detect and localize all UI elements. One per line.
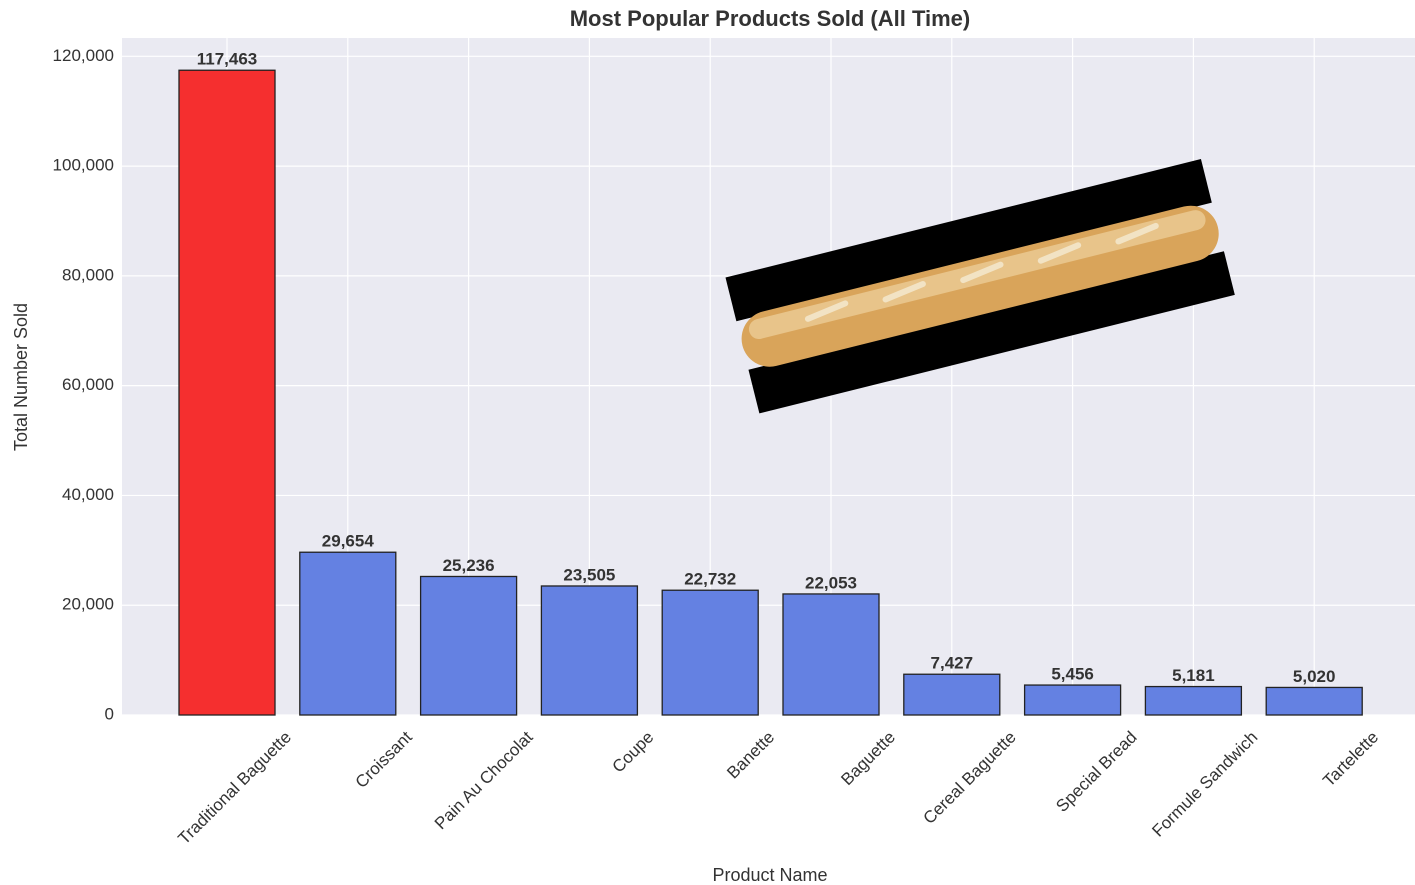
value-label: 25,236	[443, 556, 495, 575]
value-label: 29,654	[322, 532, 375, 551]
y-tick-label: 100,000	[53, 156, 114, 175]
bar	[1144, 685, 1243, 716]
y-tick-label: 40,000	[62, 485, 114, 504]
value-label: 22,732	[684, 570, 736, 589]
value-label: 5,181	[1172, 666, 1215, 685]
image-strip	[748, 251, 1235, 414]
value-label: 117,463	[197, 50, 258, 69]
bar	[661, 589, 759, 716]
bar	[299, 551, 397, 716]
x-axis-label: Product Name	[712, 865, 827, 885]
x-tick-label: Croissant	[352, 727, 416, 791]
value-label: 22,053	[805, 573, 857, 592]
x-tick-label: Baguette	[837, 728, 899, 790]
y-tick-label: 60,000	[62, 375, 114, 394]
x-tick-label: Traditional Baguette	[174, 728, 295, 849]
value-label: 7,427	[931, 654, 974, 673]
x-tick-label: Coupe	[609, 728, 658, 777]
image-strip	[725, 159, 1212, 322]
value-label: 5,456	[1051, 665, 1094, 684]
y-tick-label: 80,000	[62, 265, 114, 284]
x-tick-label: Banette	[723, 728, 778, 783]
x-tick-label: Tartelette	[1319, 728, 1382, 791]
x-tick-label: Special Bread	[1052, 728, 1140, 816]
y-tick-label: 120,000	[53, 46, 114, 65]
bar	[1265, 686, 1363, 716]
bar	[419, 575, 518, 716]
y-tick-label: 0	[105, 704, 114, 723]
x-tick-label: Formule Sandwich	[1148, 728, 1261, 841]
bar	[1023, 684, 1122, 716]
value-label: 23,505	[563, 565, 615, 584]
x-tick-label: Pain Au Chocolat	[431, 727, 537, 833]
bar	[178, 69, 276, 716]
chart-title: Most Popular Products Sold (All Time)	[570, 6, 971, 31]
bar	[782, 593, 880, 716]
y-axis-label: Total Number Sold	[11, 303, 31, 451]
baguette-scores	[804, 222, 1159, 322]
value-label: 5,020	[1293, 667, 1336, 686]
bar	[540, 585, 639, 716]
bars	[178, 69, 1363, 716]
bar	[903, 673, 1001, 716]
y-tick-label: 20,000	[62, 595, 114, 614]
baguette-image	[725, 159, 1235, 414]
x-tick-label: Cereal Baguette	[919, 728, 1019, 828]
